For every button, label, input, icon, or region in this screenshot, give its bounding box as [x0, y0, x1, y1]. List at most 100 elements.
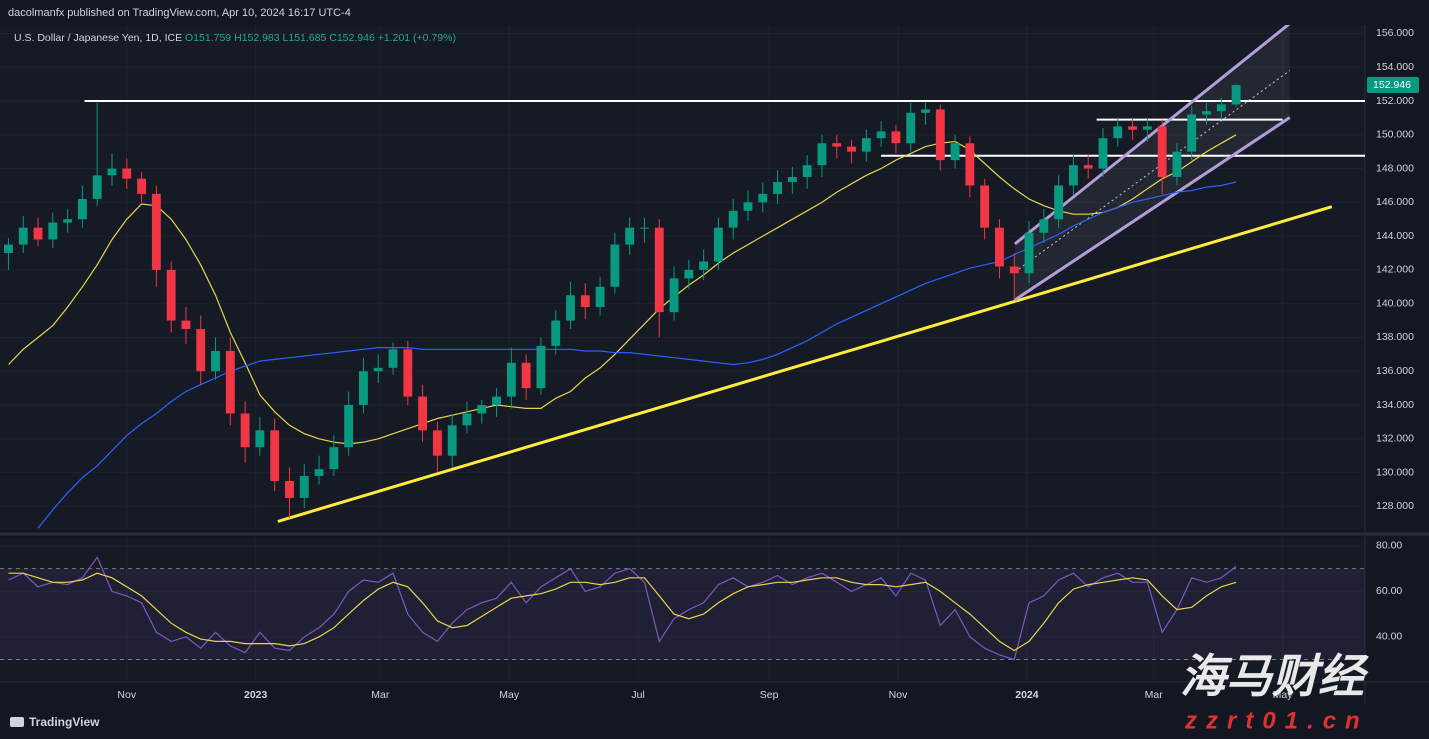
- y-tick-label: 154.000: [1376, 61, 1414, 73]
- y-tick-label: 128.000: [1376, 500, 1414, 512]
- y-tick-label: 140.000: [1376, 297, 1414, 309]
- candle-body: [1216, 104, 1226, 112]
- candle-body: [935, 109, 945, 161]
- candle-body: [1009, 266, 1019, 274]
- candle-body: [654, 227, 664, 313]
- candle-body: [610, 244, 620, 287]
- candle-body: [876, 131, 886, 139]
- line-series: [8, 572, 1237, 652]
- x-tick-label: May: [1273, 689, 1294, 701]
- candle-body: [92, 175, 102, 199]
- candle-body: [536, 345, 546, 389]
- channel-mid: [1014, 70, 1291, 273]
- candle-body: [33, 227, 43, 240]
- x-tick-label: 2023: [244, 689, 268, 701]
- candle-body: [1157, 126, 1167, 178]
- x-tick-label: Jul: [631, 689, 644, 701]
- trend-line: [277, 205, 1333, 523]
- candle-body: [1142, 126, 1152, 130]
- candle-body: [358, 371, 368, 406]
- candle-body: [595, 286, 605, 308]
- candle-body: [1128, 126, 1138, 130]
- candle-body: [521, 362, 531, 389]
- candle-body: [965, 143, 975, 186]
- symbol-line: U.S. Dollar / Japanese Yen, 1D, ICE O151…: [14, 32, 456, 44]
- candle-body: [980, 185, 990, 228]
- channel-fill: [1014, 25, 1290, 300]
- watermark: 海马财经: [1180, 650, 1369, 702]
- candle-body: [861, 138, 871, 152]
- candle-body: [373, 367, 383, 372]
- symbol-title: U.S. Dollar / Japanese Yen, 1D, ICE: [14, 32, 182, 44]
- candle-body: [1054, 185, 1064, 220]
- candle-body: [773, 182, 783, 194]
- x-tick-label: Nov: [117, 689, 136, 701]
- candle-body: [1039, 219, 1049, 233]
- candle-body: [699, 261, 709, 270]
- candle-body: [4, 244, 13, 254]
- quote-high: H152.983: [234, 32, 280, 44]
- candle-body: [995, 227, 1004, 267]
- rsi-panel: [0, 538, 1365, 680]
- candle-body: [506, 362, 516, 397]
- candle-body: [403, 349, 413, 397]
- candle-body: [447, 425, 457, 456]
- candle-body: [743, 202, 753, 211]
- candle-body: [713, 227, 723, 262]
- candle-body: [787, 177, 797, 183]
- candle-body: [817, 143, 827, 166]
- quote-close: C152.946: [329, 32, 375, 44]
- candle-body: [329, 447, 339, 470]
- candle-body: [728, 210, 738, 228]
- candle-body: [669, 278, 679, 313]
- candle-body: [1231, 85, 1241, 105]
- candle-body: [432, 430, 442, 456]
- watermark-url: zzrt01.cn: [1184, 707, 1369, 734]
- candle-body: [1068, 165, 1078, 186]
- x-tick-label: May: [499, 689, 520, 701]
- y-tick-label: 152.000: [1376, 95, 1414, 107]
- price-panel: [0, 25, 1365, 530]
- footer-brand: TradingView: [29, 715, 100, 729]
- y-tick-label: 150.000: [1376, 129, 1414, 141]
- last-price-label: 152.946: [1373, 79, 1411, 91]
- candle-body: [950, 143, 960, 161]
- y-tick-label: 134.000: [1376, 399, 1414, 411]
- candle-body: [255, 430, 265, 448]
- candle-body: [225, 350, 235, 414]
- price-marks: [4, 25, 1365, 529]
- y-tick-label: 142.000: [1376, 264, 1414, 276]
- candle-body: [847, 146, 856, 152]
- candle-body: [122, 168, 132, 179]
- candle-body: [151, 193, 161, 270]
- line-series: [8, 134, 1237, 445]
- candle-body: [1172, 151, 1182, 178]
- channel-lower: [1014, 116, 1291, 302]
- candle-body: [196, 329, 206, 372]
- x-tick-label: 2024: [1015, 689, 1039, 701]
- candle-body: [77, 198, 87, 220]
- candle-body: [832, 143, 842, 147]
- candle-body: [1098, 138, 1108, 169]
- candle-body: [492, 396, 501, 406]
- y-tick-label: 60.00: [1376, 585, 1402, 597]
- candle-body: [477, 405, 487, 414]
- candle-body: [625, 227, 635, 245]
- candle-body: [240, 413, 250, 448]
- y-tick-label: 40.00: [1376, 631, 1402, 643]
- candle-body: [684, 269, 694, 279]
- publisher: dacolmanfx published on TradingView.com,…: [8, 7, 351, 19]
- quote-change: +1.201 (+0.79%): [378, 32, 456, 44]
- y-tick-label: 138.000: [1376, 331, 1414, 343]
- candle-body: [299, 475, 309, 498]
- candle-body: [802, 165, 812, 178]
- y-tick-label: 148.000: [1376, 162, 1414, 174]
- y-tick-label: 146.000: [1376, 196, 1414, 208]
- candle-body: [758, 193, 768, 203]
- y-tick-label: 156.000: [1376, 27, 1414, 39]
- x-tick-label: Sep: [760, 689, 779, 701]
- line-series: [8, 556, 1237, 661]
- marks: [0, 25, 1365, 661]
- candle-body: [580, 295, 590, 308]
